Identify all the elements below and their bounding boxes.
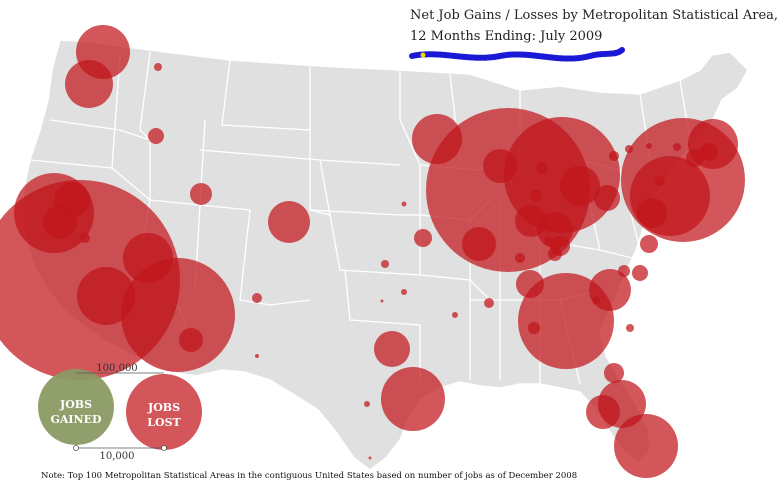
bubble-kansas-city — [414, 229, 432, 247]
bubble-tucson — [255, 354, 259, 358]
bubble-denver — [268, 201, 310, 243]
bubble-jacksonville — [604, 363, 624, 383]
bubble-miami — [614, 414, 678, 478]
legend: JOBS GAINED JOBS LOST 100,000 10,000 — [38, 363, 202, 462]
bubble-sa-dot — [368, 456, 372, 460]
legend-jobs-gained-circle — [38, 369, 114, 445]
bubble-baltimore — [640, 235, 658, 253]
bubble-las-vegas — [77, 267, 135, 325]
bubble-albany — [673, 143, 681, 151]
scribble-dot — [420, 52, 426, 58]
bubble-pittsburgh — [594, 185, 620, 211]
bubble-cincinnati — [548, 247, 562, 261]
bubble-indianapolis — [515, 205, 547, 237]
title-underline-scribble — [409, 47, 625, 62]
legend-gained-line1: JOBS — [59, 398, 92, 411]
legend-lost-line2: LOST — [147, 416, 181, 429]
bubble-detroit — [504, 117, 620, 233]
bubble-albuquerque — [252, 293, 262, 303]
bubble-oklahoma — [381, 260, 389, 268]
bubble-raleigh — [618, 265, 630, 277]
bubble-columbus — [560, 166, 600, 206]
footnote: Note: Top 100 Metropolitan Statistical A… — [41, 471, 578, 481]
bubble-nashville — [516, 270, 544, 298]
map-title-line1: Net Job Gains / Losses by Metropolitan S… — [410, 8, 779, 23]
bubble-salt-lake — [190, 183, 212, 205]
legend-lost-line1: JOBS — [147, 401, 180, 414]
bubble-toledo — [530, 190, 542, 202]
bubble-lexington — [515, 253, 525, 263]
bubble-san-jose — [43, 205, 77, 239]
bubble-san-diego — [179, 328, 203, 352]
scale-label-100000: 100,000 — [96, 363, 137, 374]
bubble-omaha — [401, 201, 407, 207]
bubble-washington — [637, 198, 667, 228]
bubble-spokane — [154, 63, 162, 71]
bubble-allentown — [655, 176, 665, 186]
scale-marker-right — [161, 445, 167, 451]
legend-gained-line2: GAINED — [50, 413, 102, 426]
bubble-little-rock — [380, 299, 384, 303]
bubble-houston — [381, 367, 445, 431]
bubble-boise — [148, 128, 164, 144]
jobs-lost-bubbles — [0, 25, 745, 478]
bubble-tulsa — [401, 289, 407, 295]
legend-jobs-lost-circle — [126, 374, 202, 450]
bubble-austin — [364, 401, 370, 407]
bubble-rochester — [625, 145, 633, 153]
bubble-dayton — [544, 237, 552, 245]
bubble-orlando — [598, 380, 646, 428]
map-title-line2: 12 Months Ending: July 2009 — [410, 29, 603, 44]
bubble-atlanta — [518, 273, 614, 369]
bubble-portland — [65, 60, 113, 108]
bubble-new-orleans — [452, 312, 458, 318]
bubble-memphis — [484, 298, 494, 308]
bubble-buffalo — [609, 151, 619, 161]
bubble-greensboro — [592, 296, 600, 304]
bubble-stlouis — [462, 227, 496, 261]
bubble-springfield — [646, 143, 652, 149]
bubble-dallas — [374, 331, 410, 367]
bubble-grand-rapids — [536, 162, 548, 174]
bubble-riverside — [121, 258, 235, 372]
bubble-birmingham — [528, 322, 540, 334]
bubble-columbia — [626, 324, 634, 332]
bubble-providence — [700, 143, 718, 161]
scale-label-10000: 10,000 — [100, 451, 135, 462]
bubble-richmond — [632, 265, 648, 281]
scale-marker-left — [73, 445, 79, 451]
bubble-fresno — [80, 233, 90, 243]
bubble-phoenix — [123, 233, 173, 283]
bubble-minneapolis — [412, 114, 462, 164]
bubble-milwaukee — [483, 149, 517, 183]
bubble-hartford — [686, 149, 704, 167]
